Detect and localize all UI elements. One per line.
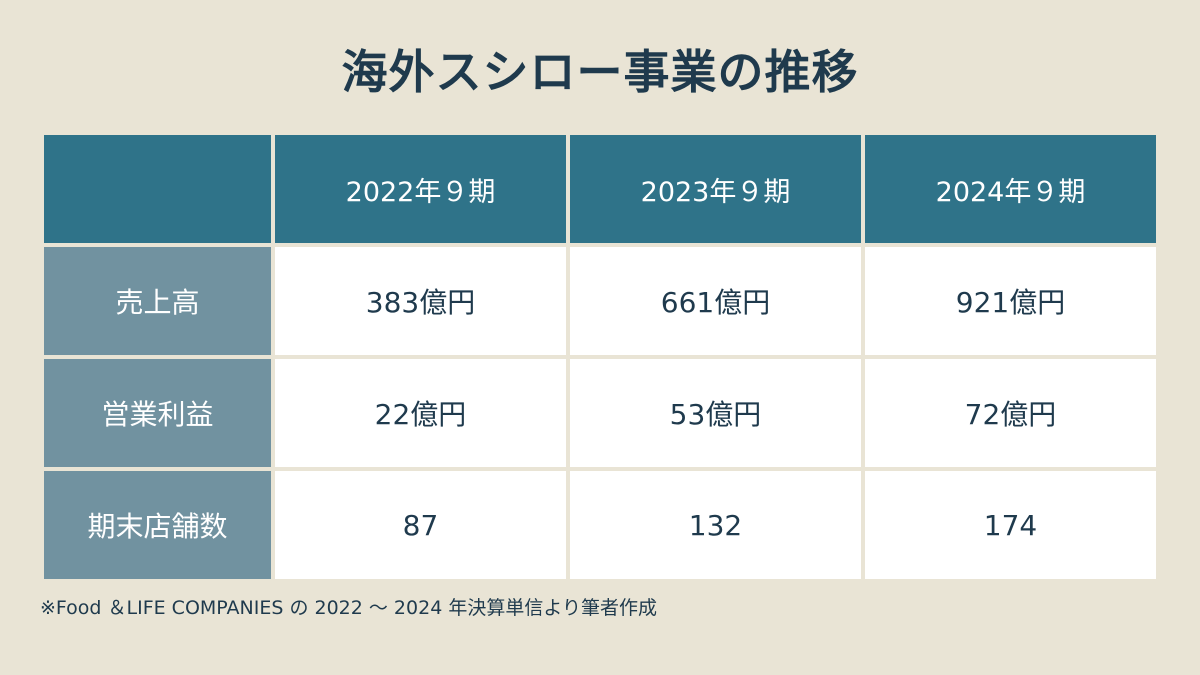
table-corner-cell [44, 135, 271, 243]
table-cell: 22億円 [275, 359, 566, 467]
table-row: 営業利益 22億円 53億円 72億円 [44, 359, 1156, 467]
row-header-operating-profit: 営業利益 [44, 359, 271, 467]
table-cell: 72億円 [865, 359, 1156, 467]
table-row: 売上高 383億円 661億円 921億円 [44, 247, 1156, 355]
table-row: 期末店舗数 87 132 174 [44, 471, 1156, 579]
table-cell: 661億円 [570, 247, 861, 355]
table-cell: 921億円 [865, 247, 1156, 355]
column-header-2024: 2024年９期 [865, 135, 1156, 243]
table-cell: 53億円 [570, 359, 861, 467]
table-cell: 174 [865, 471, 1156, 579]
column-header-2022: 2022年９期 [275, 135, 566, 243]
table-cell: 132 [570, 471, 861, 579]
table-cell: 87 [275, 471, 566, 579]
table-header-row: 2022年９期 2023年９期 2024年９期 [44, 135, 1156, 243]
page-title: 海外スシロー事業の推移 [341, 45, 859, 99]
data-table: 2022年９期 2023年９期 2024年９期 売上高 383億円 661億円 … [40, 131, 1160, 583]
column-header-2023: 2023年９期 [570, 135, 861, 243]
source-note: ※Food ＆LIFE COMPANIES の 2022 〜 2024 年決算単… [40, 597, 657, 619]
row-header-store-count: 期末店舗数 [44, 471, 271, 579]
table-cell: 383億円 [275, 247, 566, 355]
row-header-sales: 売上高 [44, 247, 271, 355]
